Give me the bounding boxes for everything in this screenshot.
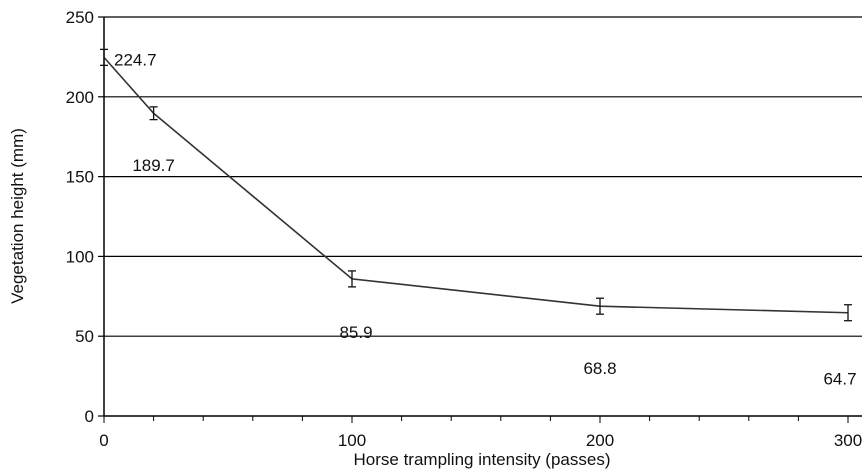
y-tick-label-150: 150	[66, 168, 94, 187]
axes	[103, 17, 862, 417]
y-tick-label-250: 250	[66, 8, 94, 27]
error-bar-3	[596, 297, 604, 315]
data-label-3: 68.8	[583, 359, 616, 378]
x-tick-label-0: 0	[99, 431, 108, 450]
error-bars	[100, 48, 852, 322]
data-label-4: 64.7	[823, 370, 856, 389]
error-bar-4	[844, 304, 852, 322]
data-label-1: 189.7	[132, 156, 175, 175]
data-labels: 224.7 189.7 85.9 68.8 64.7	[114, 50, 857, 388]
error-bar-1	[149, 106, 158, 121]
x-tick-label-300: 300	[834, 431, 862, 450]
x-tick-label-100: 100	[338, 431, 366, 450]
y-tick-label-0: 0	[85, 407, 94, 426]
error-bar-0	[100, 48, 108, 67]
x-axis-title: Horse trampling intensity (passes)	[354, 450, 611, 469]
data-series	[103, 56, 849, 314]
x-tick-label-200: 200	[586, 431, 614, 450]
y-tick-label-50: 50	[75, 327, 94, 346]
y-tick-label-200: 200	[66, 88, 94, 107]
series-line	[103, 56, 849, 314]
y-axis-ticks: 0 50 100 150 200 250	[66, 8, 104, 426]
data-label-2: 85.9	[339, 323, 372, 342]
y-axis-title: Vegetation height (mm)	[8, 128, 27, 304]
x-axis-ticks: 0 100 200 300	[99, 416, 862, 450]
error-bar-2	[348, 270, 356, 288]
y-tick-label-100: 100	[66, 247, 94, 266]
data-label-0: 224.7	[114, 50, 157, 69]
gridlines	[104, 16, 862, 337]
